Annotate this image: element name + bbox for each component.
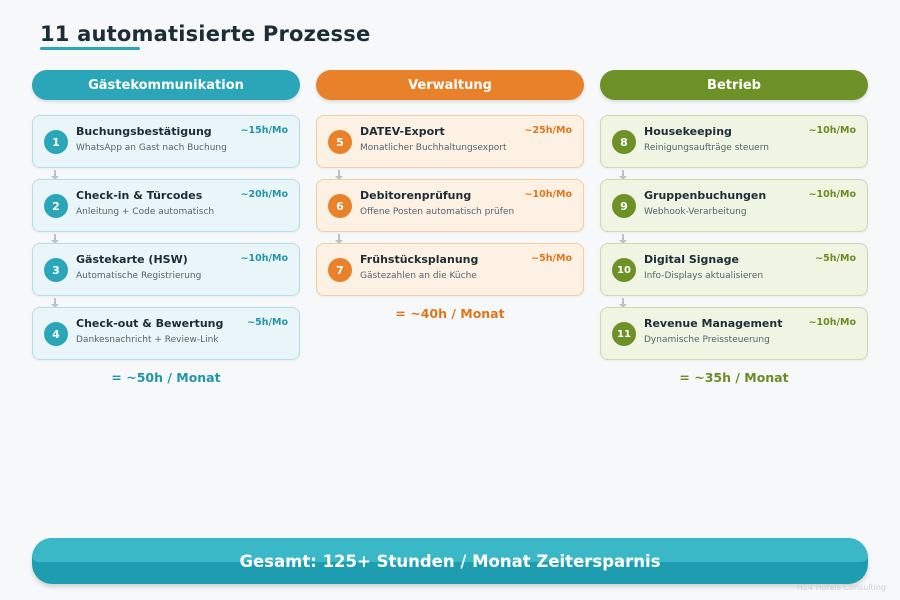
connector-arrow xyxy=(335,234,343,244)
process-card: 2 Check-in & Türcodes Anleitung + Code a… xyxy=(32,179,300,232)
process-description: Webhook-Verarbeitung xyxy=(644,207,747,217)
process-title: Check-out & Bewertung xyxy=(76,317,224,330)
process-title: Debitorenprüfung xyxy=(360,189,472,202)
process-description: Reinigungsaufträge steuern xyxy=(644,143,769,153)
step-number-badge: 3 xyxy=(44,258,68,282)
process-hours: ~5h/Mo xyxy=(815,253,856,264)
total-savings-text: Gesamt: 125+ Stunden / Monat Zeitersparn… xyxy=(239,551,661,571)
connector-arrow xyxy=(619,298,627,308)
process-card: 3 Gästekarte (HSW) Automatische Registri… xyxy=(32,243,300,296)
step-number-badge: 5 xyxy=(328,130,352,154)
process-hours: ~15h/Mo xyxy=(240,125,288,136)
process-card: 9 Gruppenbuchungen Webhook-Verarbeitung … xyxy=(600,179,868,232)
process-hours: ~10h/Mo xyxy=(808,125,856,136)
column-header: Verwaltung xyxy=(316,70,584,100)
column-total: = ~40h / Monat xyxy=(395,306,505,321)
process-description: WhatsApp an Gast nach Buchung xyxy=(76,143,227,153)
process-description: Automatische Registrierung xyxy=(76,271,202,281)
step-number-badge: 7 xyxy=(328,258,352,282)
process-title: Digital Signage xyxy=(644,253,739,266)
step-number-badge: 1 xyxy=(44,130,68,154)
process-title: Check-in & Türcodes xyxy=(76,189,203,202)
process-card: 4 Check-out & Bewertung Dankesnachricht … xyxy=(32,307,300,360)
process-title: Housekeeping xyxy=(644,125,732,138)
process-card: 8 Housekeeping Reinigungsaufträge steuer… xyxy=(600,115,868,168)
column-verwaltung: Verwaltung 5 DATEV-Export Monatlicher Bu… xyxy=(316,70,584,321)
process-card: 6 Debitorenprüfung Offene Posten automat… xyxy=(316,179,584,232)
column-header: Gästekommunikation xyxy=(32,70,300,100)
column-betrieb: Betrieb 8 Housekeeping Reinigungsaufträg… xyxy=(600,70,868,385)
column-total: = ~50h / Monat xyxy=(111,370,221,385)
process-description: Gästezahlen an die Küche xyxy=(360,271,477,281)
process-card: 11 Revenue Management Dynamische Preisst… xyxy=(600,307,868,360)
process-card: 5 DATEV-Export Monatlicher Buchhaltungse… xyxy=(316,115,584,168)
process-card: 10 Digital Signage Info-Displays aktuali… xyxy=(600,243,868,296)
step-number-badge: 8 xyxy=(612,130,636,154)
process-title: Frühstücksplanung xyxy=(360,253,479,266)
process-card: 7 Frühstücksplanung Gästezahlen an die K… xyxy=(316,243,584,296)
process-description: Monatlicher Buchhaltungsexport xyxy=(360,143,507,153)
process-title: DATEV-Export xyxy=(360,125,445,138)
column-header: Betrieb xyxy=(600,70,868,100)
process-hours: ~10h/Mo xyxy=(524,189,572,200)
process-description: Anleitung + Code automatisch xyxy=(76,207,215,217)
process-description: Dankesnachricht + Review-Link xyxy=(76,335,219,345)
title-underline xyxy=(40,47,140,50)
column-total: = ~35h / Monat xyxy=(679,370,789,385)
process-title: Buchungsbestätigung xyxy=(76,125,212,138)
process-description: Info-Displays aktualisieren xyxy=(644,271,764,281)
total-savings-banner: Gesamt: 125+ Stunden / Monat Zeitersparn… xyxy=(32,538,868,584)
step-number-badge: 9 xyxy=(612,194,636,218)
process-hours: ~5h/Mo xyxy=(247,317,288,328)
page-title: 11 automatisierte Prozesse xyxy=(40,22,371,46)
process-hours: ~10h/Mo xyxy=(240,253,288,264)
process-title: Gruppenbuchungen xyxy=(644,189,767,202)
process-title: Revenue Management xyxy=(644,317,783,330)
column-gaestekommunikation: Gästekommunikation 1 Buchungsbestätigung… xyxy=(32,70,300,385)
connector-arrow xyxy=(51,170,59,180)
step-number-badge: 10 xyxy=(612,258,636,282)
process-card: 1 Buchungsbestätigung WhatsApp an Gast n… xyxy=(32,115,300,168)
process-hours: ~20h/Mo xyxy=(240,189,288,200)
connector-arrow xyxy=(619,234,627,244)
process-description: Offene Posten automatisch prüfen xyxy=(360,207,515,217)
process-hours: ~10h/Mo xyxy=(808,189,856,200)
connector-arrow xyxy=(51,298,59,308)
step-number-badge: 2 xyxy=(44,194,68,218)
step-number-badge: 4 xyxy=(44,322,68,346)
step-number-badge: 6 xyxy=(328,194,352,218)
process-description: Dynamische Preissteuerung xyxy=(644,335,770,345)
process-hours: ~10h/Mo xyxy=(808,317,856,328)
connector-arrow xyxy=(51,234,59,244)
connector-arrow xyxy=(619,170,627,180)
process-hours: ~25h/Mo xyxy=(524,125,572,136)
connector-arrow xyxy=(335,170,343,180)
step-number-badge: 11 xyxy=(612,322,636,346)
process-title: Gästekarte (HSW) xyxy=(76,253,188,266)
process-hours: ~5h/Mo xyxy=(531,253,572,264)
watermark: H24 Hotels Consulting xyxy=(796,583,886,592)
